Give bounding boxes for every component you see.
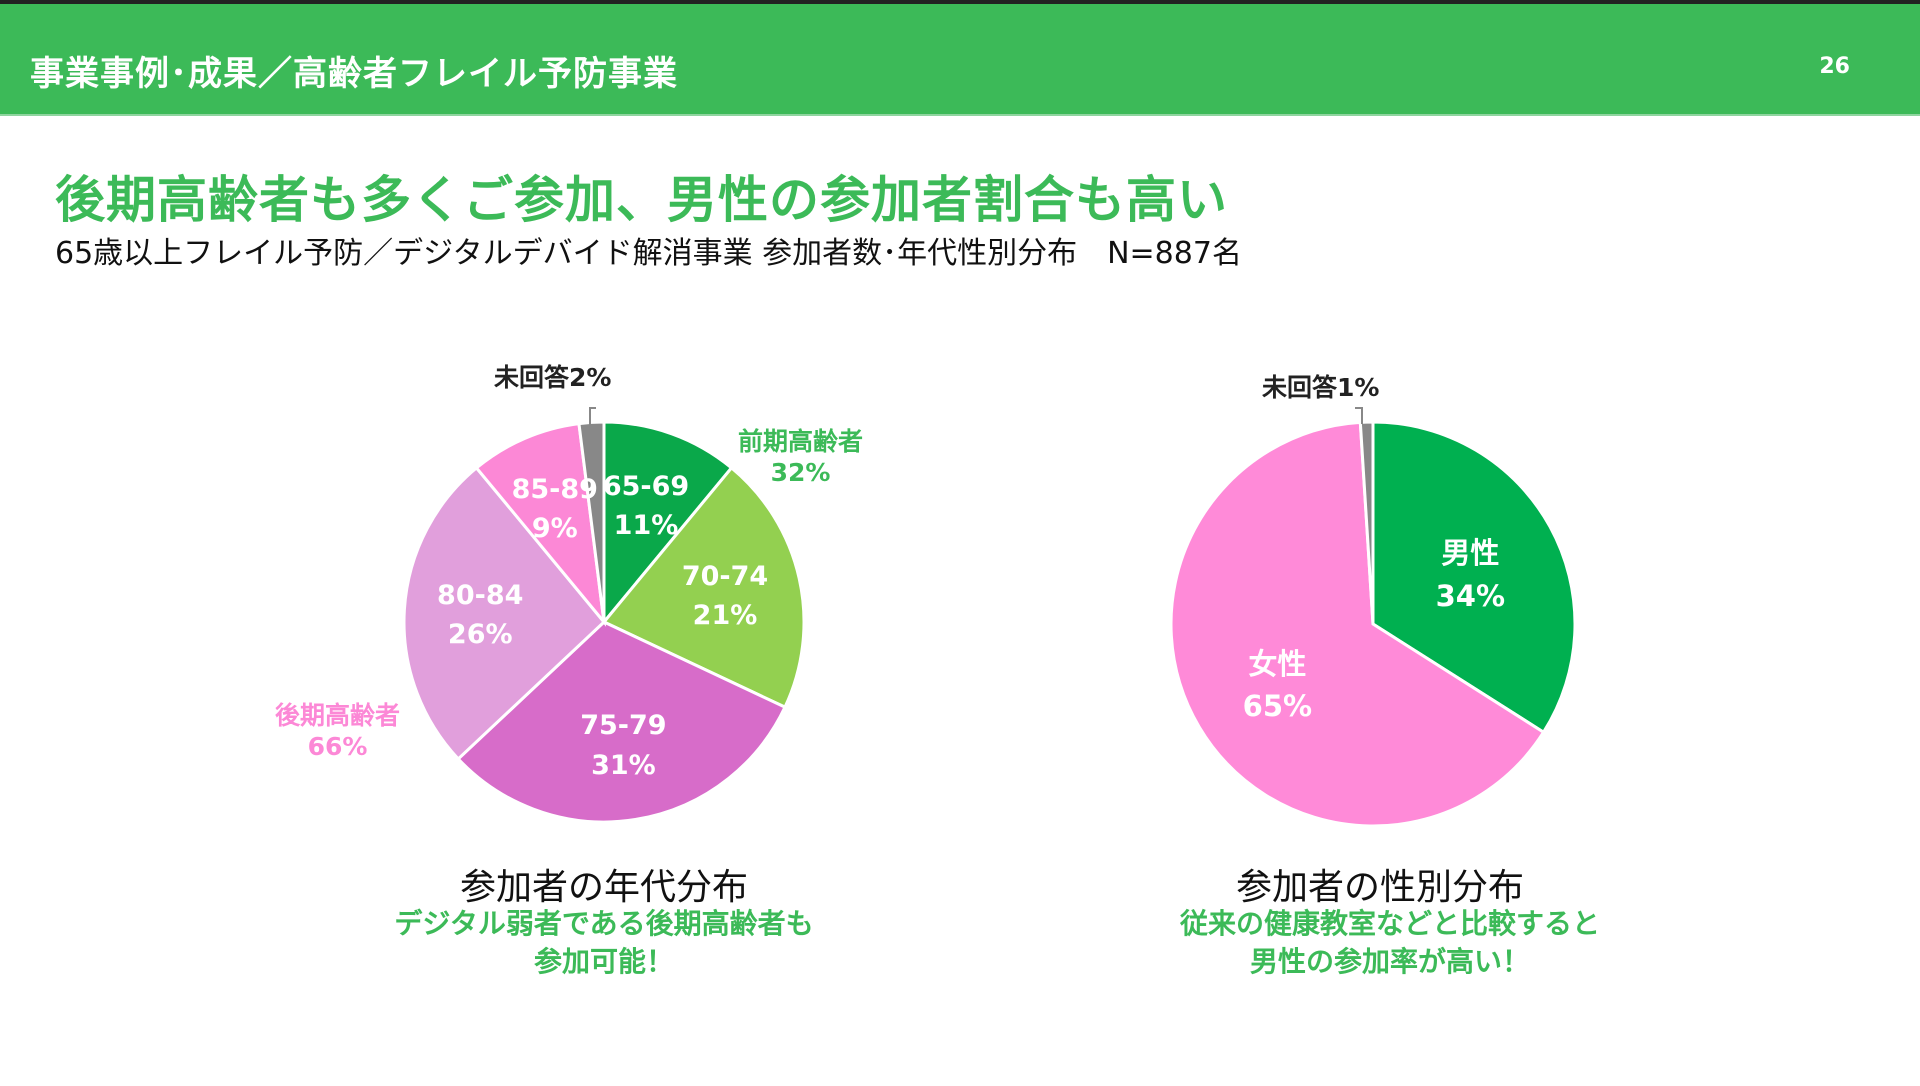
slice-value: 26% <box>447 619 513 651</box>
slice-value: 9% <box>531 513 578 545</box>
slice-label: 85-89 9% <box>495 470 615 548</box>
note-line: 従来の健康教室などと比較すると <box>1179 907 1600 940</box>
slice-label: 75-79 31% <box>563 706 683 784</box>
early-elderly-group-label: 前期高齢者 32% <box>738 426 863 489</box>
slide-subtitle: 65歳以上フレイル予防／デジタルデバイド解消事業 参加者数･年代性別分布 N=8… <box>55 236 1242 271</box>
slide-header: 事業事例･成果／高齢者フレイル予防事業 26 <box>0 4 1920 116</box>
slice-label: 70-74 21% <box>665 557 785 635</box>
slice-category: 女性 <box>1248 646 1307 681</box>
slice-label: 80-84 26% <box>420 576 540 654</box>
pie-slice-85-89 <box>474 421 607 627</box>
slice-category: 70-74 <box>681 560 769 592</box>
gender-chart-caption: 参加者の性別分布 <box>1235 867 1524 908</box>
header-title: 事業事例･成果／高齢者フレイル予防事業 <box>30 54 678 94</box>
slice-label: 65-69 11% <box>586 467 706 545</box>
gender-unanswered-label: 未回答1% <box>1262 373 1380 402</box>
late-elderly-group-label: 後期高齢者 66% <box>275 700 400 763</box>
group-label: 前期高齢者 <box>738 427 864 456</box>
pie-slice-70-74 <box>601 465 806 710</box>
pie-slice-65-69 <box>602 420 734 627</box>
slice-label: 女性 65% <box>1217 643 1337 727</box>
slice-category: 80-84 <box>437 580 524 612</box>
leader-line <box>589 407 596 428</box>
slide-title: 後期高齢者も多くご参加、男性の参加者割合も高い <box>55 171 1228 229</box>
slice-label: 男性 34% <box>1410 532 1530 616</box>
pie-slice-80-84 <box>402 465 607 762</box>
age-chart-note: デジタル弱者である後期高齢者も 参加可能！ <box>304 905 904 981</box>
slice-value: 34% <box>1435 578 1506 613</box>
note-line: 参加可能！ <box>533 944 674 978</box>
slice-category: 65-69 <box>602 471 690 503</box>
pie-slice-75-79 <box>456 620 787 824</box>
pie-slice-女性 <box>1169 420 1546 828</box>
note-line: デジタル弱者である後期高齢者も <box>394 907 814 940</box>
slice-value: 21% <box>692 600 758 632</box>
slice-value: 31% <box>591 749 656 781</box>
pie-slice-未回答 <box>577 420 606 623</box>
slice-category: 男性 <box>1441 536 1500 571</box>
note-line: 男性の参加率が高い！ <box>1249 944 1530 978</box>
group-value: 66% <box>307 732 368 762</box>
slice-category: 85-89 <box>511 474 598 506</box>
slice-value: 65% <box>1242 688 1313 723</box>
group-label: 後期高齢者 <box>275 701 401 730</box>
age-chart-caption: 参加者の年代分布 <box>459 867 748 908</box>
gender-chart-note: 従来の健康教室などと比較すると 男性の参加率が高い！ <box>1080 905 1700 981</box>
window-top-edge <box>0 0 1920 4</box>
slice-category: 75-79 <box>580 710 667 742</box>
age-unanswered-label: 未回答2% <box>494 363 612 392</box>
page-number: 26 <box>1819 54 1850 79</box>
slice-value: 11% <box>613 510 679 542</box>
group-value: 32% <box>770 458 831 488</box>
leader-line <box>1355 407 1363 424</box>
pie-slice-未回答 <box>1358 420 1375 625</box>
